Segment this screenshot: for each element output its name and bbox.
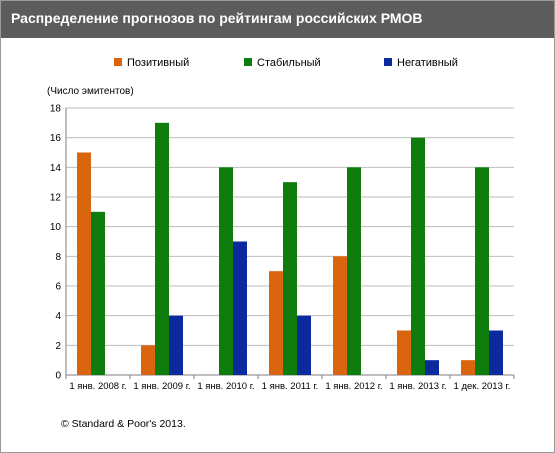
x-tick-label: 1 янв. 2013 г. [389, 381, 446, 392]
y-tick-label: 4 [55, 311, 61, 322]
copyright-note: © Standard & Poor's 2013. [61, 418, 186, 430]
legend-swatch-negative [384, 58, 392, 66]
bar-positive [77, 152, 91, 375]
x-tick-label: 1 янв. 2008 г. [69, 381, 126, 392]
x-tick-label: 1 янв. 2012 г. [325, 381, 382, 392]
y-tick-label: 16 [50, 133, 62, 144]
legend-label-negative: Негативный [397, 57, 458, 69]
legend: Позитивный Стабильный Негативный [1, 57, 554, 73]
y-tick-label: 6 [55, 282, 61, 293]
legend-swatch-stable [244, 58, 252, 66]
y-tick-label: 18 [50, 104, 62, 115]
y-tick-label: 0 [55, 371, 61, 382]
bar-positive [141, 345, 155, 375]
x-tick-label: 1 дек. 2013 г. [454, 381, 511, 392]
y-tick-label: 14 [50, 163, 62, 174]
legend-item-stable: Стабильный [244, 57, 321, 69]
bar-positive [269, 271, 283, 375]
bar-stable [475, 167, 489, 375]
y-tick-label: 8 [55, 252, 61, 263]
chart-title: Распределение прогнозов по рейтингам рос… [11, 10, 423, 26]
bar-negative [425, 360, 439, 375]
y-tick-label: 10 [50, 222, 62, 233]
bar-stable [91, 211, 105, 375]
bar-negative [489, 330, 503, 375]
x-tick-label: 1 янв. 2009 г. [133, 381, 190, 392]
bar-stable [411, 137, 425, 375]
bar-positive [461, 360, 475, 375]
legend-item-negative: Негативный [384, 57, 458, 69]
y-tick-label: 2 [55, 341, 61, 352]
bar-stable [219, 167, 233, 375]
y-axis-label: (Число эмитентов) [47, 86, 134, 97]
x-tick-label: 1 янв. 2010 г. [197, 381, 254, 392]
x-tick-label: 1 янв. 2011 г. [262, 381, 319, 392]
bar-negative [297, 315, 311, 375]
bar-stable [283, 182, 297, 375]
bar-stable [155, 122, 169, 375]
legend-label-stable: Стабильный [257, 57, 321, 69]
bar-negative [169, 315, 183, 375]
y-tick-label: 12 [50, 193, 62, 204]
title-bar: Распределение прогнозов по рейтингам рос… [1, 1, 554, 38]
bar-positive [397, 330, 411, 375]
legend-item-positive: Позитивный [114, 57, 189, 69]
bar-stable [347, 167, 361, 375]
bar-negative [233, 241, 247, 375]
bar-positive [333, 256, 347, 375]
legend-swatch-positive [114, 58, 122, 66]
legend-label-positive: Позитивный [127, 57, 190, 69]
